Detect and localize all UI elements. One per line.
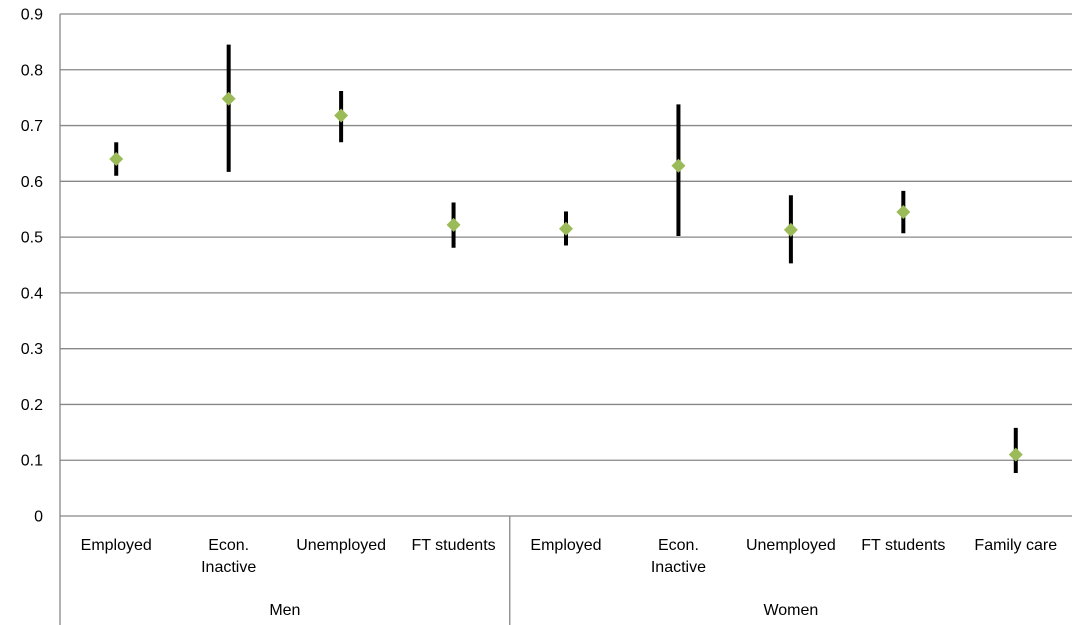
x-category-label: Unemployed <box>296 537 386 554</box>
data-point <box>783 222 798 237</box>
y-tick-label: 0.4 <box>21 285 43 302</box>
y-tick-label: 0.2 <box>21 397 43 414</box>
data-points <box>109 91 1023 462</box>
group-label: Women <box>763 602 818 619</box>
error-bars <box>114 44 1018 474</box>
x-category-label: Econ. Inactive <box>201 537 256 576</box>
data-point <box>1008 447 1023 462</box>
axes <box>59 14 1072 625</box>
data-point <box>221 91 236 106</box>
y-tick-label: 0.6 <box>21 174 43 191</box>
data-point <box>446 217 461 232</box>
x-category-label: Econ. Inactive <box>651 537 706 576</box>
y-tick-label: 0.9 <box>21 7 43 24</box>
group-label: Men <box>269 602 300 619</box>
x-category-label: Employed <box>81 537 152 554</box>
x-axis-group-labels: Men Women <box>269 602 818 619</box>
y-tick-label: 0.3 <box>21 341 43 358</box>
x-category-label: FT students <box>411 537 495 554</box>
y-tick-label: 0.8 <box>21 62 43 79</box>
data-point <box>671 158 686 173</box>
y-tick-label: 0.5 <box>21 230 43 247</box>
y-axis-tick-labels: 0 0.1 0.2 0.3 0.4 0.5 0.6 0.7 0.8 0.9 <box>21 7 43 526</box>
x-category-label: Family care <box>974 537 1057 554</box>
y-tick-label: 0.7 <box>21 118 43 135</box>
data-point <box>896 205 911 220</box>
data-point <box>559 221 573 236</box>
y-tick-label: 0.1 <box>21 453 43 470</box>
data-point <box>109 152 124 167</box>
x-category-label: Unemployed <box>746 537 836 554</box>
x-category-label: FT students <box>861 537 945 554</box>
data-point <box>334 108 349 123</box>
x-category-label: Employed <box>530 537 601 554</box>
x-axis-category-labels: Employed Econ. Inactive Unemployed FT studen… <box>81 537 1058 576</box>
y-tick-label: 0 <box>34 509 43 526</box>
